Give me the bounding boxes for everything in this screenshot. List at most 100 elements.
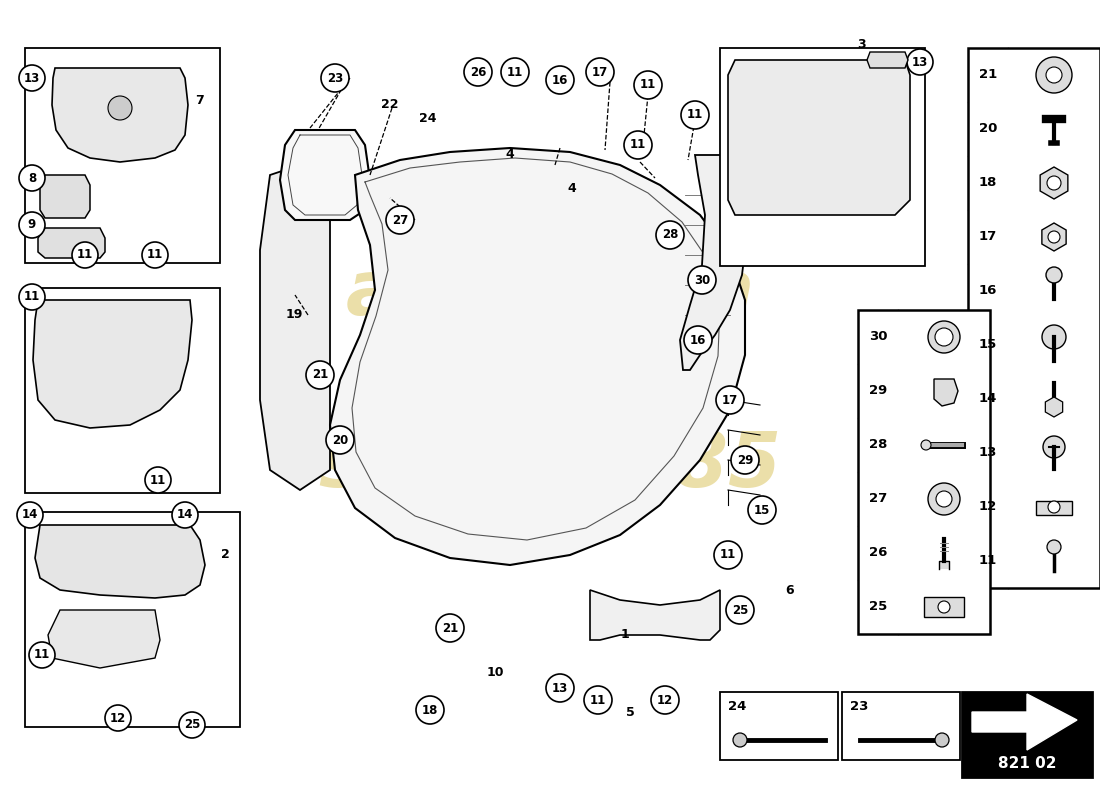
FancyBboxPatch shape: [25, 48, 220, 263]
Text: 26: 26: [869, 546, 888, 559]
Circle shape: [681, 101, 710, 129]
Circle shape: [386, 206, 414, 234]
Text: 11: 11: [147, 249, 163, 262]
Circle shape: [19, 165, 45, 191]
Text: 15: 15: [979, 338, 997, 351]
Text: 9: 9: [28, 218, 36, 231]
Text: 24: 24: [419, 111, 437, 125]
Text: 11: 11: [640, 78, 656, 91]
Circle shape: [500, 58, 529, 86]
FancyBboxPatch shape: [962, 692, 1092, 777]
Text: 16: 16: [552, 74, 569, 86]
Circle shape: [1047, 176, 1062, 190]
Text: 27: 27: [869, 493, 887, 506]
Text: 13: 13: [979, 446, 998, 459]
Text: 8: 8: [28, 171, 36, 185]
Circle shape: [104, 705, 131, 731]
Circle shape: [684, 326, 712, 354]
Polygon shape: [590, 590, 720, 640]
Circle shape: [584, 686, 612, 714]
FancyBboxPatch shape: [720, 48, 925, 266]
Text: 11: 11: [24, 290, 40, 303]
Circle shape: [928, 483, 960, 515]
Text: 15: 15: [754, 503, 770, 517]
Text: 17: 17: [722, 394, 738, 406]
Text: 11: 11: [507, 66, 524, 78]
Circle shape: [936, 491, 952, 507]
Circle shape: [546, 674, 574, 702]
Circle shape: [1048, 501, 1060, 513]
Polygon shape: [972, 694, 1077, 750]
Text: 7: 7: [196, 94, 205, 106]
Polygon shape: [728, 60, 910, 215]
FancyBboxPatch shape: [25, 512, 240, 727]
Text: 12: 12: [657, 694, 673, 706]
Text: 21: 21: [442, 622, 458, 634]
Circle shape: [72, 242, 98, 268]
Text: 14: 14: [22, 509, 38, 522]
Circle shape: [179, 712, 205, 738]
FancyBboxPatch shape: [858, 310, 990, 634]
FancyBboxPatch shape: [1036, 501, 1072, 515]
Text: 2: 2: [221, 549, 230, 562]
Circle shape: [142, 242, 168, 268]
Text: 6: 6: [785, 583, 794, 597]
Text: 28: 28: [869, 438, 888, 451]
Text: 25: 25: [869, 601, 887, 614]
Text: 17: 17: [979, 230, 997, 243]
Polygon shape: [48, 610, 160, 668]
Circle shape: [935, 733, 949, 747]
Text: 11: 11: [719, 549, 736, 562]
Polygon shape: [33, 300, 192, 428]
Circle shape: [326, 426, 354, 454]
Polygon shape: [939, 561, 949, 569]
Circle shape: [935, 328, 953, 346]
FancyBboxPatch shape: [968, 48, 1100, 588]
Text: 11: 11: [150, 474, 166, 486]
Polygon shape: [1041, 167, 1068, 199]
Text: 11: 11: [590, 694, 606, 706]
Text: 14: 14: [979, 393, 998, 406]
Polygon shape: [1045, 397, 1063, 417]
Text: 29: 29: [737, 454, 754, 466]
Polygon shape: [680, 155, 748, 370]
Circle shape: [586, 58, 614, 86]
FancyBboxPatch shape: [842, 692, 960, 760]
Text: 18: 18: [979, 177, 998, 190]
Text: 21: 21: [979, 69, 997, 82]
Circle shape: [108, 96, 132, 120]
Circle shape: [651, 686, 679, 714]
Text: 4: 4: [506, 149, 515, 162]
Circle shape: [938, 601, 950, 613]
Circle shape: [1043, 436, 1065, 458]
Circle shape: [546, 66, 574, 94]
Polygon shape: [330, 148, 745, 565]
Text: 20: 20: [332, 434, 348, 446]
Circle shape: [1047, 540, 1062, 554]
Circle shape: [908, 49, 933, 75]
Text: 16: 16: [690, 334, 706, 346]
Text: 3: 3: [858, 38, 867, 51]
Text: 20: 20: [979, 122, 998, 135]
FancyBboxPatch shape: [720, 692, 838, 760]
Text: 21: 21: [312, 369, 328, 382]
Text: 26: 26: [470, 66, 486, 78]
Text: 27: 27: [392, 214, 408, 226]
Circle shape: [16, 502, 43, 528]
Text: 18: 18: [421, 703, 438, 717]
FancyBboxPatch shape: [25, 288, 220, 493]
Text: 23: 23: [850, 701, 868, 714]
Polygon shape: [867, 52, 908, 68]
Circle shape: [1046, 67, 1062, 83]
Circle shape: [624, 131, 652, 159]
Text: 19: 19: [285, 309, 303, 322]
Text: 24: 24: [728, 701, 747, 714]
Text: 11: 11: [77, 249, 94, 262]
Circle shape: [29, 642, 55, 668]
Text: 13: 13: [912, 55, 928, 69]
Polygon shape: [40, 175, 90, 218]
Circle shape: [921, 440, 931, 450]
Text: 22: 22: [382, 98, 398, 111]
Text: 17: 17: [592, 66, 608, 78]
Circle shape: [464, 58, 492, 86]
